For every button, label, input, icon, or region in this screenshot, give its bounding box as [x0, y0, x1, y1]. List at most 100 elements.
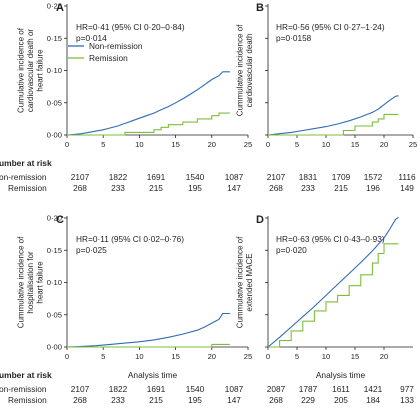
p-value-text: p=0·025 — [76, 245, 107, 255]
risk-value: 268 — [73, 395, 87, 405]
x-axis-label: Analysis time — [128, 370, 178, 380]
risk-value: 233 — [111, 395, 125, 405]
y-axis-label-line: Cummulative incidence of — [17, 236, 26, 328]
y-axis-label: Cummulative incidence ofextended MACE — [235, 236, 254, 328]
y-axis-label-line: heart failure — [36, 261, 45, 304]
risk-value: 1572 — [364, 172, 383, 182]
x-tick-label: 5 — [295, 140, 299, 149]
x-tick-label: 0 — [65, 352, 69, 361]
risk-value: 233 — [111, 183, 125, 193]
risk-value: 133 — [400, 395, 414, 405]
x-tick-label: 20 — [380, 352, 388, 361]
risk-value: 1116 — [398, 172, 416, 182]
risk-value: 184 — [366, 395, 380, 405]
risk-value: 2087 — [267, 384, 286, 394]
risk-table-heading: umber at risk — [0, 158, 52, 168]
risk-table-heading: umber at risk — [0, 370, 52, 380]
risk-row-label-remission: Remission — [8, 395, 47, 405]
x-tick-label: 25 — [244, 140, 252, 149]
risk-row-label-non-remission: on-remission — [0, 384, 47, 394]
y-tick-label: 0·00 — [47, 131, 62, 140]
risk-value: 268 — [269, 183, 283, 193]
x-tick-label: 15 — [351, 352, 359, 361]
hazard-ratio-text: HR=0·41 (95% CI 0·20–0·84) — [76, 22, 185, 32]
x-tick-label: 5 — [101, 140, 105, 149]
y-axis-label: Cumulative incidence ofcardiovascular de… — [17, 27, 45, 113]
x-tick-label: 0 — [266, 352, 270, 361]
y-tick-label: 0·15 — [47, 246, 62, 255]
risk-row-label-non-remission: on-remission — [0, 172, 47, 182]
p-value-text: p=0·020 — [276, 245, 307, 255]
y-axis-label: Cummulative incidence ofcardiovascular d… — [235, 24, 254, 116]
risk-value: 196 — [366, 183, 380, 193]
panel-d: D 0 5 10 15 20 Cummulative incidence ofextende… — [235, 214, 414, 405]
legend-label: Non-remission — [89, 41, 143, 51]
risk-value: 233 — [301, 183, 315, 193]
y-axis-label: Cummulative incidence ofhospitalisation … — [17, 236, 45, 328]
x-tick-label: 5 — [101, 352, 105, 361]
risk-value: 215 — [149, 395, 163, 405]
y-tick-label: 0·10 — [47, 278, 62, 287]
y-tick-label: 0·10 — [47, 66, 62, 75]
risk-value: 1787 — [299, 384, 318, 394]
x-axis-label: Analysis time — [316, 370, 366, 380]
risk-value: 1709 — [332, 172, 351, 182]
x-tick-label: 25 — [244, 352, 252, 361]
y-tick-label: 0·20 — [47, 2, 62, 11]
series-remission — [67, 112, 230, 136]
p-value-text: p=0·0158 — [276, 33, 312, 43]
panel-a: A0·20 0·15 0·10 0·05 0·000 5 10 15 20 25 Cumulativ… — [17, 2, 253, 193]
y-axis-label-line: cardiovascular death or — [26, 29, 35, 112]
x-tick-label: 15 — [171, 140, 179, 149]
y-axis-label-line: cardiovascular death — [245, 34, 254, 108]
panel-b: B 0 5 10 15 20 25 Cummulative incidence ofcardi… — [235, 2, 417, 193]
risk-value: 229 — [301, 395, 315, 405]
y-tick-label: 0·15 — [47, 34, 62, 43]
risk-value: 1087 — [225, 384, 244, 394]
risk-value: 2107 — [71, 384, 90, 394]
y-tick-label: 0·05 — [47, 98, 62, 107]
y-axis-label-line: Cummulative incidence of — [235, 24, 244, 116]
y-axis-label-line: Cummulative incidence of — [235, 236, 244, 328]
panel-letter: D — [256, 214, 264, 226]
risk-value: 1831 — [299, 172, 318, 182]
p-value-text: p=0·014 — [76, 33, 107, 43]
x-tick-label: 10 — [322, 140, 330, 149]
y-tick-label: 0·00 — [47, 343, 62, 352]
panel-letter: A — [56, 2, 64, 14]
risk-value: 1087 — [225, 172, 244, 182]
series-non-remission — [66, 71, 230, 136]
risk-value: 1691 — [147, 172, 166, 182]
series-remission — [268, 113, 399, 136]
risk-value: 268 — [73, 183, 87, 193]
x-tick-label: 0 — [65, 140, 69, 149]
risk-value: 1540 — [186, 172, 205, 182]
x-tick-label: 10 — [322, 352, 330, 361]
risk-value: 1691 — [147, 384, 166, 394]
hazard-ratio-text: HR=0·63 (95% CI 0·43–0·93) — [276, 234, 385, 244]
y-axis-label-line: heart failure — [36, 49, 45, 92]
risk-value: 1540 — [186, 384, 205, 394]
hazard-ratio-text: HR=0·11 (95% CI 0·02–0·76) — [76, 234, 184, 244]
x-tick-label: 0 — [266, 140, 270, 149]
x-tick-label: 20 — [208, 140, 216, 149]
y-axis-label-line: Cumulative incidence of — [17, 27, 26, 113]
y-axis-label-line: extended MACE — [245, 253, 254, 311]
risk-value: 1421 — [364, 384, 383, 394]
legend-label: Remission — [89, 53, 128, 63]
series-remission — [268, 243, 399, 348]
y-axis-label-line: hospitalisation for — [26, 251, 35, 314]
series-non-remission — [267, 216, 399, 348]
risk-value: 1822 — [109, 172, 128, 182]
panel-c: C0·20 0·15 0·10 0·05 0·000 5 10 15 20 25 Cummulati… — [17, 214, 253, 405]
series-remission — [67, 343, 230, 348]
risk-value: 149 — [400, 183, 414, 193]
x-tick-label: 25 — [409, 140, 417, 149]
panel-letter: C — [56, 214, 64, 226]
y-tick-label: 0·20 — [47, 214, 62, 223]
risk-value: 1822 — [109, 384, 128, 394]
risk-value: 2107 — [71, 172, 90, 182]
x-tick-label: 5 — [295, 352, 299, 361]
